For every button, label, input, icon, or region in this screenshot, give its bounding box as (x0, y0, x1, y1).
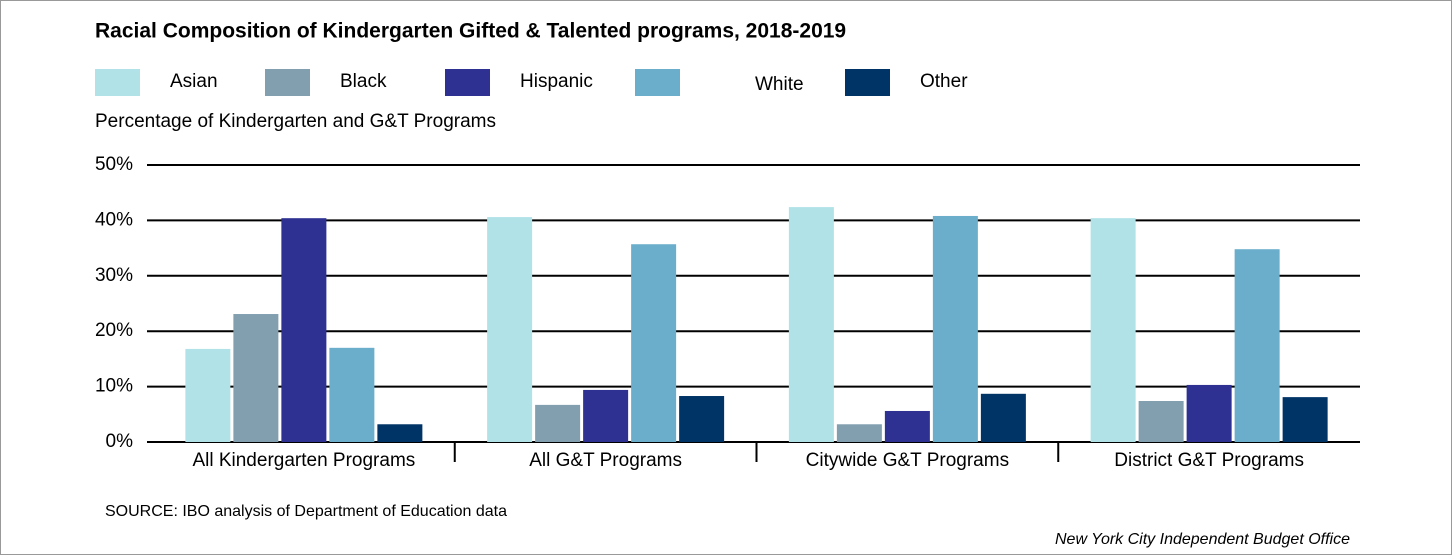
legend-label: Hispanic (520, 71, 593, 92)
y-tick-label: 20% (95, 320, 133, 341)
bar (631, 244, 677, 442)
bar (281, 218, 327, 442)
x-tick-label: Citywide G&T Programs (806, 450, 1009, 471)
bar (329, 347, 375, 442)
y-tick-label: 30% (95, 265, 133, 286)
legend-label: Other (920, 71, 968, 92)
source: SOURCE: IBO analysis of Department of Ed… (105, 503, 507, 520)
x-tick-label: All G&T Programs (529, 450, 682, 471)
legend-label: Asian (170, 71, 218, 92)
legend-label: White (755, 74, 804, 95)
bar (583, 389, 629, 442)
y-tick-label: 40% (95, 209, 133, 230)
y-tick-label: 0% (106, 431, 134, 452)
legend-label: Black (340, 71, 387, 92)
bar (932, 215, 978, 442)
x-tick-label: All Kindergarten Programs (192, 450, 415, 471)
bar (884, 410, 930, 442)
credit: New York City Independent Budget Office (1055, 531, 1350, 548)
bar (535, 404, 581, 442)
bar (233, 314, 279, 442)
bar (679, 396, 725, 442)
chart-title: Racial Composition of Kindergarten Gifte… (95, 20, 846, 43)
bar (1138, 401, 1184, 442)
legend-swatch (265, 69, 310, 96)
bar (377, 424, 423, 442)
legend-swatch (635, 69, 680, 96)
legend-swatch (845, 69, 890, 96)
bar (1090, 218, 1136, 442)
bar (1234, 249, 1280, 442)
bar (1282, 397, 1328, 442)
y-tick-label: 10% (95, 376, 133, 397)
bar (980, 393, 1026, 442)
x-tick-label: District G&T Programs (1114, 450, 1304, 471)
bar (487, 217, 533, 442)
bar (836, 424, 882, 442)
legend-swatch (445, 69, 490, 96)
bar (788, 207, 834, 442)
y-axis-label: Percentage of Kindergarten and G&T Progr… (95, 111, 496, 132)
legend-swatch (95, 69, 140, 96)
bar (1186, 384, 1232, 442)
bar (185, 348, 231, 442)
y-tick-label: 50% (95, 154, 133, 175)
